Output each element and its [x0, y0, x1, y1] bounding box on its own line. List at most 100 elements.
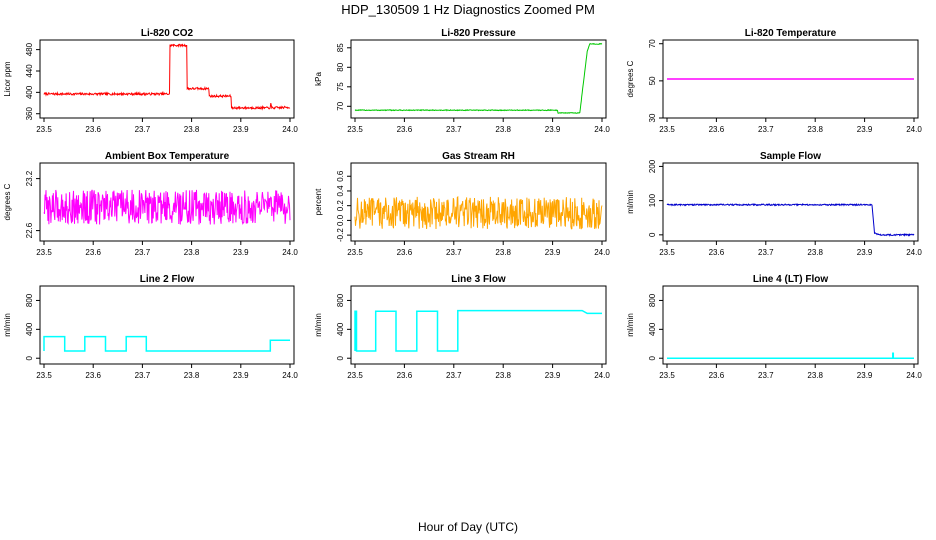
y-tick-label: 85 — [336, 43, 345, 52]
panels-group: Li-820 CO2 Licor ppm 23.5 23.6 23.7 23.8 23.9 2… — [3, 28, 922, 380]
panel-title: Sample Flow — [760, 151, 821, 162]
x-tick-label: 23.8 — [807, 125, 823, 134]
chart-panel: Sample Flow ml/min 23.5 23.6 23.7 23.8 23.9 24.… — [626, 151, 922, 257]
y-tick-label: 80 — [336, 62, 345, 71]
y-axis-label: Licor ppm — [3, 61, 12, 96]
x-tick-label: 23.6 — [85, 248, 101, 257]
x-tick-label: 23.5 — [659, 248, 675, 257]
x-tick-label: 23.8 — [495, 248, 511, 257]
y-tick-label: 100 — [648, 193, 657, 207]
x-tick-label: 24.0 — [906, 371, 922, 380]
x-tick-label: 23.6 — [709, 371, 725, 380]
panel-title: Li-820 Pressure — [441, 28, 516, 39]
x-tick-label: 23.5 — [347, 125, 363, 134]
y-tick-label: 0 — [336, 355, 345, 360]
chart-panel: Gas Stream RH percent 23.5 23.6 23.7 23.8 23.9… — [314, 151, 610, 257]
x-tick-label: 23.8 — [807, 248, 823, 257]
x-tick-label: 23.7 — [135, 125, 151, 134]
x-tick-label: 23.5 — [659, 125, 675, 134]
series-line — [354, 42, 603, 114]
x-tick-label: 23.5 — [347, 248, 363, 257]
chart-panel: Line 2 Flow ml/min 23.5 23.6 23.7 23.8 23.9 24.… — [3, 274, 298, 380]
y-tick-label: 400 — [648, 322, 657, 336]
plot-frame — [662, 285, 919, 365]
y-tick-label: 70 — [648, 39, 657, 48]
y-tick-label: 480 — [25, 42, 34, 56]
x-tick-label: 23.7 — [135, 248, 151, 257]
x-tick-label: 23.5 — [347, 371, 363, 380]
x-tick-label: 23.8 — [495, 125, 511, 134]
y-axis-label: degrees C — [3, 183, 12, 220]
x-tick-label: 24.0 — [282, 371, 298, 380]
series-line — [43, 189, 291, 225]
panel-title: Gas Stream RH — [442, 151, 515, 162]
y-tick-label: 0.6 — [336, 170, 345, 182]
y-tick-label: 800 — [336, 293, 345, 307]
y-tick-label: 0 — [648, 355, 657, 360]
plot-frame — [350, 39, 607, 119]
x-tick-label: 23.9 — [545, 248, 561, 257]
chart-panel: Li-820 Temperature degrees C 23.5 23.6 23.7 2… — [626, 28, 922, 134]
x-tick-label: 23.6 — [85, 125, 101, 134]
y-tick-label: -0.2 — [336, 228, 345, 242]
y-tick-label: 70 — [336, 101, 345, 110]
y-tick-label: 360 — [25, 107, 34, 121]
plot-frame — [39, 285, 295, 365]
y-tick-label: 800 — [648, 293, 657, 307]
x-tick-label: 23.8 — [807, 371, 823, 380]
x-tick-label: 23.5 — [36, 125, 52, 134]
y-tick-label: 400 — [25, 85, 34, 99]
plot-frame — [350, 285, 607, 365]
series-line — [354, 195, 603, 230]
x-tick-label: 23.8 — [184, 371, 200, 380]
series-line — [667, 352, 914, 359]
y-tick-label: 0.0 — [336, 214, 345, 226]
x-tick-label: 24.0 — [282, 125, 298, 134]
plot-frame — [350, 162, 607, 242]
y-axis-label: kPa — [314, 72, 323, 86]
x-tick-label: 23.7 — [446, 248, 462, 257]
x-tick-label: 23.7 — [758, 125, 774, 134]
series-line — [666, 202, 915, 237]
chart-panel: Line 4 (LT) Flow ml/min 23.5 23.6 23.7 23.8 23… — [626, 274, 922, 380]
x-tick-label: 24.0 — [594, 371, 610, 380]
x-tick-label: 23.8 — [184, 248, 200, 257]
x-tick-label: 23.7 — [446, 371, 462, 380]
series-line — [354, 309, 602, 352]
x-tick-label: 23.9 — [545, 371, 561, 380]
x-tick-label: 23.8 — [184, 125, 200, 134]
y-axis-label: percent — [314, 188, 323, 215]
x-tick-label: 23.8 — [495, 371, 511, 380]
panel-title: Line 2 Flow — [140, 274, 195, 285]
figure-title: HDP_130509 1 Hz Diagnostics Zoomed PM — [341, 2, 595, 17]
x-tick-label: 24.0 — [594, 125, 610, 134]
y-tick-label: 0.4 — [336, 185, 345, 197]
x-tick-label: 24.0 — [906, 125, 922, 134]
y-tick-label: 0.2 — [336, 200, 345, 212]
plot-frame — [662, 39, 919, 119]
x-tick-label: 23.9 — [233, 371, 249, 380]
y-tick-label: 800 — [25, 293, 34, 307]
chart-panel: Li-820 Pressure kPa 23.5 23.6 23.7 23.8 23.9 24… — [314, 28, 610, 134]
y-tick-label: 400 — [336, 322, 345, 336]
y-tick-label: 0 — [25, 355, 34, 360]
x-tick-label: 23.5 — [36, 371, 52, 380]
x-tick-label: 23.7 — [135, 371, 151, 380]
x-tick-label: 23.6 — [397, 248, 413, 257]
panel-title: Line 4 (LT) Flow — [753, 274, 829, 285]
y-tick-label: 0 — [648, 232, 657, 237]
panel-title: Li-820 Temperature — [745, 28, 837, 39]
plot-frame — [39, 39, 295, 119]
x-tick-label: 23.9 — [233, 125, 249, 134]
x-tick-label: 23.7 — [758, 248, 774, 257]
x-tick-label: 23.9 — [857, 248, 873, 257]
panel-title: Li-820 CO2 — [141, 28, 194, 39]
y-tick-label: 50 — [648, 76, 657, 85]
x-tick-label: 24.0 — [906, 248, 922, 257]
y-tick-label: 200 — [648, 159, 657, 173]
x-tick-label: 23.9 — [857, 371, 873, 380]
plot-frame — [662, 162, 919, 242]
x-tick-label: 23.6 — [709, 248, 725, 257]
figure-xlabel: Hour of Day (UTC) — [418, 520, 518, 534]
